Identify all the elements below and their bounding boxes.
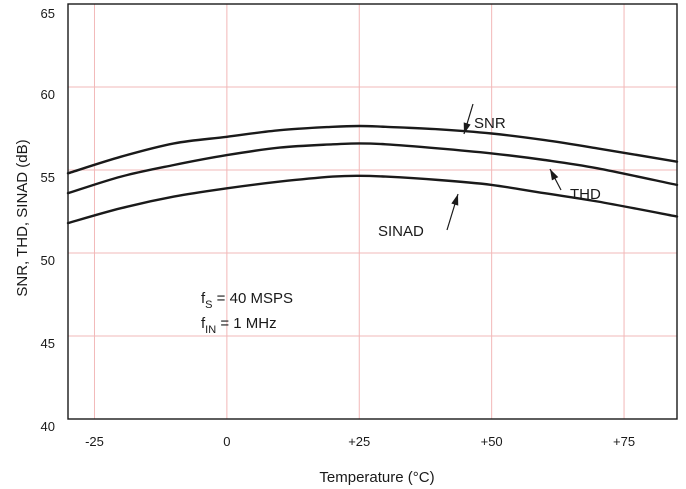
y-axis-label: SNR, THD, SINAD (dB) bbox=[14, 139, 31, 296]
sinad-annotation-label: SINAD bbox=[378, 223, 424, 240]
thd-annotation-label: THD bbox=[570, 186, 601, 203]
snr-annotation-label: SNR bbox=[474, 115, 506, 132]
snr-pointer-arrowhead bbox=[463, 122, 471, 134]
y-tick-label: 65 bbox=[41, 6, 55, 21]
annotation-pointers bbox=[446, 103, 562, 231]
sample-rate-condition: fS = 40 MSPS bbox=[201, 290, 293, 311]
y-tick-label: 60 bbox=[41, 87, 55, 102]
thd-series-line bbox=[66, 142, 679, 195]
plot-frame bbox=[67, 3, 678, 420]
x-axis-label: Temperature (°C) bbox=[319, 469, 434, 486]
tick-labels: -25 0 +25 +50 +75 40 45 50 55 60 65 bbox=[41, 6, 636, 449]
y-tick-label: 50 bbox=[41, 253, 55, 268]
sinad-series-line bbox=[66, 174, 679, 225]
series-lines bbox=[66, 124, 679, 225]
sinad-pointer-arrowhead bbox=[451, 194, 459, 206]
x-tick-label: +75 bbox=[613, 434, 635, 449]
y-tick-label: 40 bbox=[41, 419, 55, 434]
y-tick-label: 55 bbox=[41, 170, 55, 185]
y-tick-label: 45 bbox=[41, 336, 55, 351]
thd-pointer-arrowhead bbox=[550, 169, 559, 181]
input-frequency-condition: fIN = 1 MHz bbox=[201, 315, 277, 336]
x-tick-label: -25 bbox=[85, 434, 104, 449]
grid-lines bbox=[68, 4, 677, 419]
snr-series-line bbox=[66, 124, 679, 175]
x-tick-label: +50 bbox=[481, 434, 503, 449]
x-tick-label: 0 bbox=[223, 434, 230, 449]
x-tick-label: +25 bbox=[348, 434, 370, 449]
